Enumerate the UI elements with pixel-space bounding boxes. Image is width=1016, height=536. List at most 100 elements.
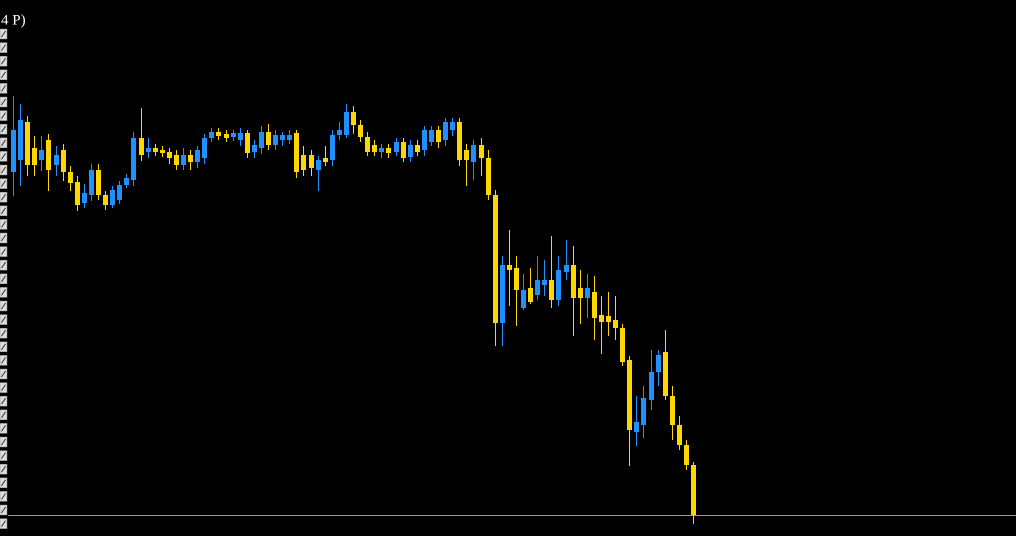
candle-body — [68, 172, 73, 183]
candle-body — [96, 170, 101, 195]
candle-body — [167, 152, 172, 158]
candle-body — [372, 145, 377, 152]
marker-glyph — [1, 125, 6, 133]
candle-body — [344, 112, 349, 135]
candle-body — [585, 288, 590, 298]
left-marker-strip — [0, 28, 8, 529]
candle-body — [160, 150, 165, 153]
candle-body — [181, 155, 186, 165]
marker-glyph — [1, 98, 6, 106]
candle-body — [564, 265, 569, 272]
marker-glyph — [1, 248, 6, 255]
marker-glyph — [1, 357, 6, 364]
candle-body — [11, 130, 16, 172]
candle-body — [82, 193, 87, 203]
candle-body — [280, 135, 285, 140]
candle-body — [124, 178, 129, 185]
candle-body — [216, 132, 221, 136]
marker-glyph — [1, 30, 6, 38]
candle-body — [259, 132, 264, 148]
candle-body — [443, 122, 448, 140]
marker-glyph — [1, 506, 6, 514]
marker-glyph — [1, 261, 6, 269]
candle-body — [252, 145, 257, 152]
candle-body — [592, 292, 597, 318]
candle-body — [663, 352, 668, 396]
candle-body — [39, 150, 44, 160]
candle-body — [500, 265, 505, 323]
marker-glyph — [1, 302, 6, 310]
marker-glyph — [1, 193, 6, 201]
candle-body — [649, 372, 654, 400]
candle-body — [486, 158, 491, 195]
candle-body — [379, 148, 384, 152]
marker-glyph — [1, 112, 6, 119]
candle-body — [32, 148, 37, 165]
marker-glyph — [1, 411, 6, 419]
marker-glyph — [1, 85, 6, 92]
marker-glyph — [1, 452, 6, 459]
marker-glyph — [1, 153, 6, 160]
marker-glyph — [1, 275, 6, 283]
candle-body — [351, 112, 356, 125]
marker-glyph — [1, 139, 6, 147]
candle-body — [394, 142, 399, 152]
marker-glyph — [1, 479, 6, 487]
chart-title: 4 P) — [1, 12, 26, 28]
marker-glyph — [1, 316, 6, 323]
candle-body — [188, 155, 193, 162]
candle-body — [224, 134, 229, 138]
candle-body — [535, 280, 540, 295]
candle-body — [627, 360, 632, 430]
candle-body — [153, 148, 158, 152]
candle-body — [471, 145, 476, 162]
candle-body — [202, 138, 207, 158]
candle-body — [266, 132, 271, 145]
candle-body — [231, 133, 236, 137]
candle-body — [365, 137, 370, 152]
candle-body — [606, 316, 611, 322]
candle-body — [634, 422, 639, 432]
candle-body — [493, 195, 498, 323]
candle-body — [599, 315, 604, 322]
candle-body — [542, 280, 547, 285]
candle-body — [330, 135, 335, 160]
candle-body — [641, 398, 646, 425]
candle-body — [386, 148, 391, 153]
candle-body — [195, 150, 200, 162]
candle-body — [273, 135, 278, 145]
candle-body — [415, 145, 420, 152]
candle-body — [294, 133, 299, 172]
candle-body — [528, 288, 533, 302]
candle-body — [691, 465, 696, 515]
candle-body — [613, 320, 618, 328]
candle-body — [401, 142, 406, 158]
marker-glyph — [1, 343, 6, 351]
marker-glyph — [1, 493, 6, 500]
marker-glyph — [1, 397, 6, 405]
candle-body — [429, 130, 434, 142]
marker-glyph — [1, 221, 6, 228]
candle-body — [436, 130, 441, 142]
candle-body — [75, 182, 80, 205]
marker-glyph — [1, 180, 6, 187]
candle-body — [507, 265, 512, 270]
candle-body — [209, 132, 214, 138]
candle-body — [450, 122, 455, 130]
candle-body — [422, 130, 427, 150]
marker-glyph — [1, 57, 6, 65]
marker-glyph — [1, 234, 6, 242]
marker-glyph — [1, 520, 6, 527]
candle-body — [110, 190, 115, 205]
candle-body — [117, 185, 122, 200]
candle-body — [408, 145, 413, 157]
candle-body — [146, 148, 151, 152]
candle-body — [337, 130, 342, 135]
candle-body — [174, 155, 179, 165]
candle-body — [323, 158, 328, 162]
candle-body — [514, 268, 519, 290]
marker-glyph — [1, 71, 6, 79]
marker-glyph — [1, 438, 6, 446]
candle-body — [54, 155, 59, 165]
